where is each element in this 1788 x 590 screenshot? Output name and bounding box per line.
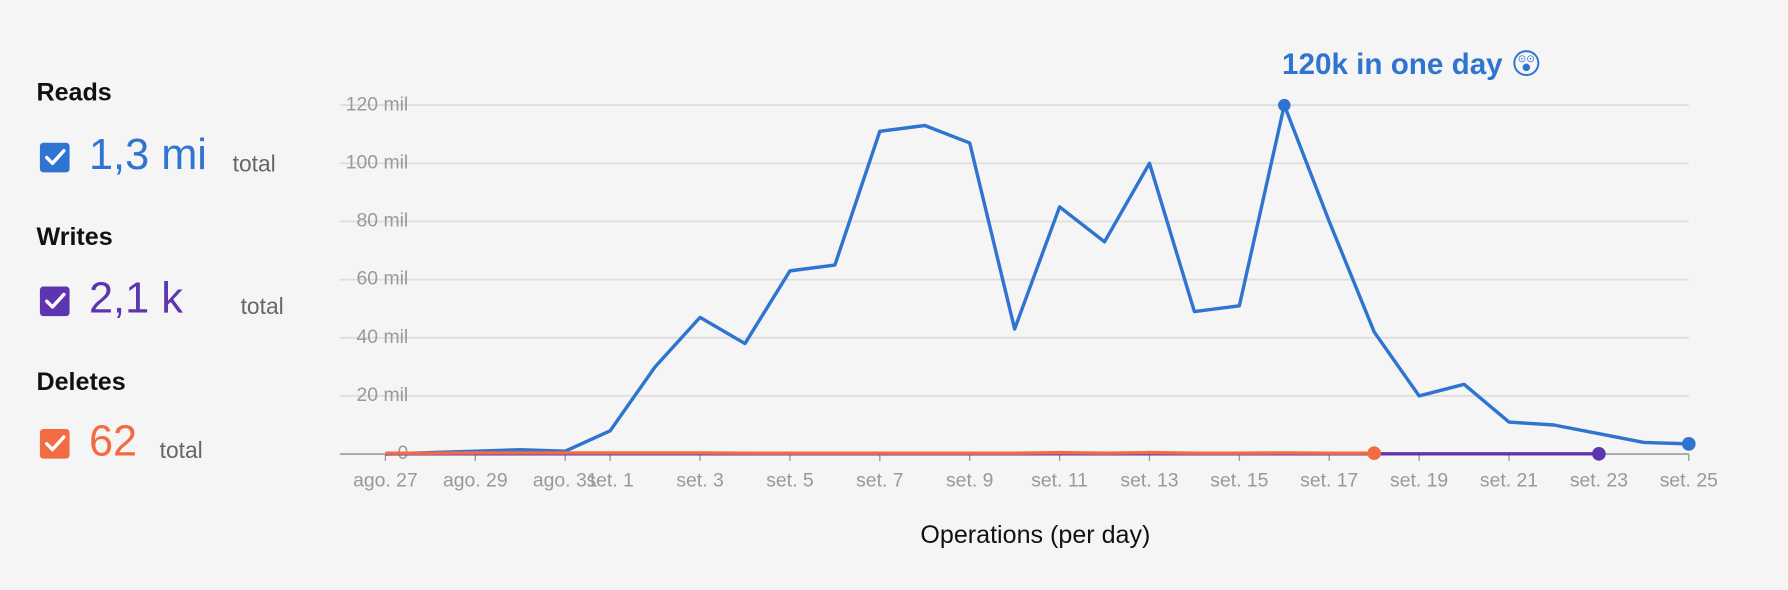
plot: 120k in one day 😲 bbox=[385, 48, 1696, 461]
legend-total: 1,3 mi bbox=[89, 131, 207, 179]
y-tick-label: 40 mil bbox=[357, 326, 409, 348]
legend-total: 62 bbox=[89, 417, 137, 465]
legend-checkbox[interactable] bbox=[39, 286, 70, 317]
x-tick-label: set. 9 bbox=[946, 470, 993, 492]
x-tick-label: ago. 27 bbox=[353, 470, 418, 492]
x-tick-label: set. 5 bbox=[766, 470, 813, 492]
x-tick-label: ago. 31 bbox=[533, 470, 598, 492]
legend-title: Writes bbox=[36, 223, 112, 251]
legend-title: Deletes bbox=[36, 368, 125, 396]
x-tick-label: set. 7 bbox=[856, 470, 903, 492]
x-tick-label: set. 13 bbox=[1120, 470, 1178, 492]
x-tick-label: set. 19 bbox=[1390, 470, 1448, 492]
series-line bbox=[385, 450, 1375, 455]
x-tick-label: set. 1 bbox=[586, 470, 633, 492]
y-tick-label: 80 mil bbox=[357, 210, 409, 232]
legend: Reads 1,3 mi total Writes 2,1 k total Deletes 6… bbox=[36, 78, 283, 465]
series-line bbox=[385, 103, 1689, 456]
checkbox-check bbox=[45, 435, 66, 452]
annotation: 120k in one day 😲 bbox=[1282, 48, 1542, 81]
x-tick-label: set. 23 bbox=[1570, 470, 1628, 492]
checkbox-check bbox=[45, 292, 66, 309]
y-tick-label: 120 mil bbox=[346, 93, 408, 115]
x-tick-label: set. 21 bbox=[1480, 470, 1538, 492]
x-tick-label: set. 15 bbox=[1210, 470, 1268, 492]
checkbox-box bbox=[39, 286, 70, 317]
checkbox-box bbox=[39, 428, 70, 459]
y-tick-label: 60 mil bbox=[357, 268, 409, 290]
x-tick-label: set. 3 bbox=[676, 470, 723, 492]
legend-title: Reads bbox=[36, 78, 111, 106]
x-tick-label: ago. 29 bbox=[443, 470, 508, 492]
x-tick-label: set. 11 bbox=[1031, 470, 1088, 492]
y-tick-label: 20 mil bbox=[357, 384, 409, 406]
legend-total-caption: total bbox=[241, 293, 284, 319]
legend-total-caption: total bbox=[233, 151, 276, 177]
y-tick-label: 100 mil bbox=[346, 151, 408, 173]
peak-dot bbox=[1278, 98, 1291, 112]
checkbox-check bbox=[45, 149, 66, 166]
legend-total-caption: total bbox=[160, 437, 203, 463]
x-axis-title: Operations (per day) bbox=[920, 521, 1150, 549]
legend-checkbox[interactable] bbox=[39, 142, 70, 173]
legend-total: 2,1 k bbox=[89, 275, 183, 323]
x-tick-label: set. 17 bbox=[1300, 470, 1358, 492]
checkbox-box bbox=[39, 142, 70, 173]
end-dot bbox=[1367, 446, 1382, 461]
x-tick-label: set. 25 bbox=[1660, 470, 1718, 492]
end-dot bbox=[1592, 446, 1606, 461]
legend-checkbox[interactable] bbox=[39, 428, 70, 459]
end-dot bbox=[1681, 437, 1696, 451]
